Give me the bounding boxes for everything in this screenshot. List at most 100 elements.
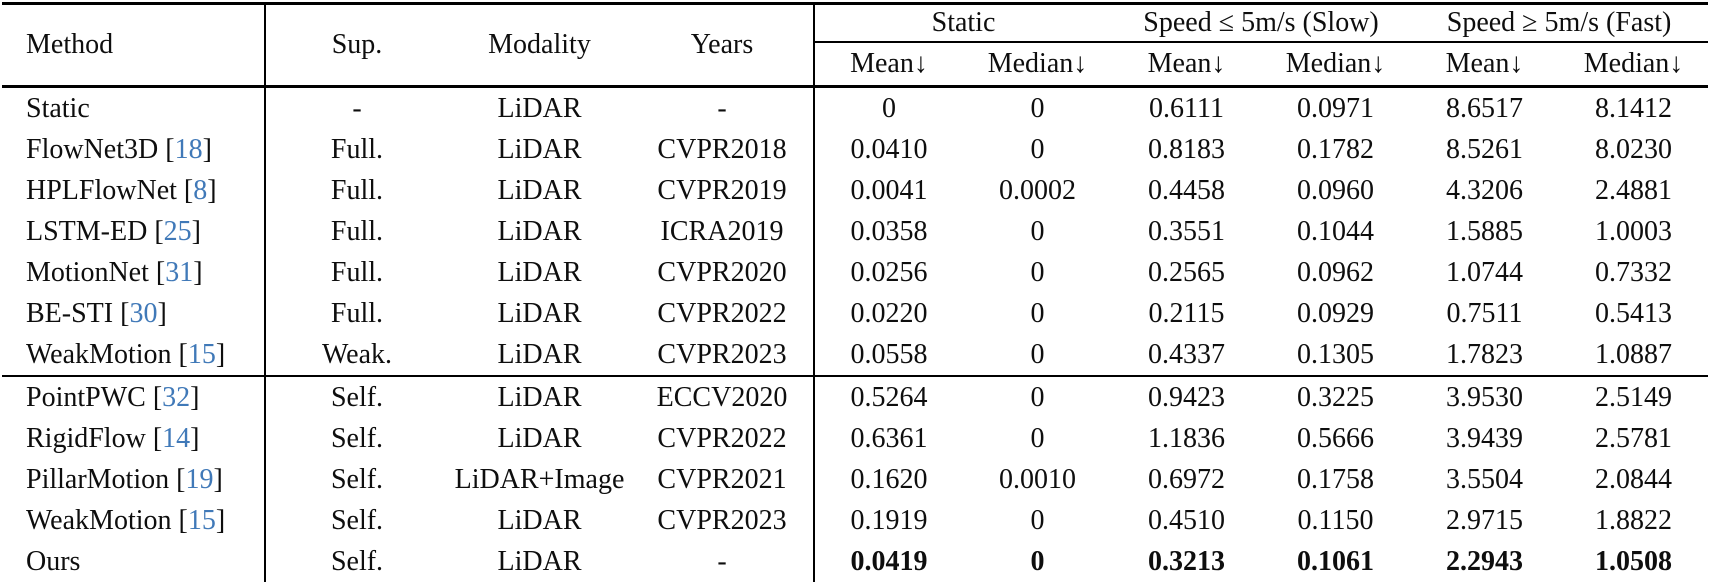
table-header: Method Sup. Modality Years Static Speed … xyxy=(2,3,1709,88)
slow-median-cell: 0.3225 xyxy=(1297,381,1375,413)
citation-number[interactable]: 32 xyxy=(162,381,191,413)
modality-cell: LiDAR xyxy=(497,256,582,288)
fast-mean-cell: 1.0744 xyxy=(1446,256,1524,288)
citation-number[interactable]: 15 xyxy=(187,338,216,370)
table-row: LSTM-ED [25] Full. LiDAR ICRA2019 0.0358… xyxy=(2,211,1708,252)
method-cell: WeakMotion [15] xyxy=(2,334,266,377)
citation-number[interactable]: 18 xyxy=(174,133,203,165)
subheader-slow-median: Median↓ xyxy=(1261,42,1411,88)
subheader-slow-mean: Mean↓ xyxy=(1112,42,1262,88)
citation-number[interactable]: 31 xyxy=(165,256,194,288)
static-mean-cell: 0.1919 xyxy=(850,504,928,536)
cite-bracket-close: ] xyxy=(202,133,212,165)
col-header-supervision: Sup. xyxy=(265,3,448,88)
years-cell: CVPR2018 xyxy=(631,129,815,170)
citation-number[interactable]: 8 xyxy=(193,174,208,206)
fast-median-cell: 1.0003 xyxy=(1595,215,1673,247)
fast-median-cell: 8.1412 xyxy=(1595,92,1673,124)
cite-bracket-open: [ xyxy=(169,463,186,495)
method-name: BE-STI xyxy=(26,297,114,329)
modality-cell: LiDAR xyxy=(448,334,631,377)
cite-bracket-open: [ xyxy=(158,133,175,165)
citation-number[interactable]: 19 xyxy=(185,463,214,495)
static-median-cell: 0 xyxy=(1030,381,1045,413)
static-median-cell: 0 xyxy=(1030,422,1045,454)
cite-bracket-close: ] xyxy=(157,297,167,329)
cite-bracket-close: ] xyxy=(213,463,223,495)
cite-bracket-close: ] xyxy=(193,256,203,288)
method-cell: Ours xyxy=(2,541,266,582)
method-name: PointPWC xyxy=(26,381,146,413)
method-cell: MotionNet [31] xyxy=(2,252,266,293)
modality-cell: LiDAR xyxy=(497,381,582,413)
cite-bracket-close: ] xyxy=(191,215,201,247)
method-name: RigidFlow xyxy=(26,422,146,454)
fast-mean-cell: 2.2943 xyxy=(1446,545,1524,577)
static-median-cell: 0 xyxy=(1030,133,1045,165)
cite-bracket-close: ] xyxy=(190,381,200,413)
cite-bracket-open: [ xyxy=(145,422,163,454)
method-name: HPLFlowNet xyxy=(26,174,177,206)
section-supervised: Static - LiDAR - 0 0 0.6111 0.0971 8.651… xyxy=(2,86,1709,377)
supervision-cell: Full. xyxy=(330,215,384,247)
method-name: Ours xyxy=(26,545,81,577)
citation-number[interactable]: 14 xyxy=(162,422,191,454)
slow-median-cell: 0.0960 xyxy=(1297,174,1375,206)
fast-mean-cell: 3.5504 xyxy=(1446,463,1524,495)
subheader-row: Mean↓ Median↓ Mean↓ Median↓ Mean↓ Median… xyxy=(2,42,1709,88)
group-header-fast: Speed ≥ 5m/s (Fast) xyxy=(1410,3,1709,43)
citation-number[interactable]: 25 xyxy=(163,215,192,247)
cite-bracket-close: ] xyxy=(190,422,200,454)
modality-cell: LiDAR xyxy=(497,422,582,454)
static-mean-cell: 0.5264 xyxy=(850,381,928,413)
fast-median-cell: 1.8822 xyxy=(1595,504,1673,536)
supervision-cell: Weak. xyxy=(265,334,448,377)
method-name: LSTM-ED xyxy=(26,215,148,247)
years-cell: CVPR2023 xyxy=(631,500,815,541)
supervision-cell: Self. xyxy=(330,381,384,413)
modality-cell: LiDAR xyxy=(497,133,582,165)
slow-mean-cell: 1.1836 xyxy=(1148,422,1226,454)
slow-median-cell: 0.0971 xyxy=(1297,92,1375,124)
static-mean-cell: 0.0410 xyxy=(850,133,928,165)
citation-number[interactable]: 30 xyxy=(129,297,158,329)
fast-mean-cell: 8.6517 xyxy=(1446,92,1524,124)
static-mean-cell: 0.0558 xyxy=(814,334,963,377)
slow-median-cell: 0.5666 xyxy=(1297,422,1375,454)
table-row: MotionNet [31] Full. LiDAR CVPR2020 0.02… xyxy=(2,252,1708,293)
method-cell: Static xyxy=(2,86,266,129)
table-row: HPLFlowNet [8] Full. LiDAR CVPR2019 0.00… xyxy=(2,170,1708,211)
fast-median-cell: 2.0844 xyxy=(1595,463,1673,495)
modality-cell: LiDAR xyxy=(497,215,582,247)
years-cell: - xyxy=(631,86,815,129)
modality-cell: LiDAR+Image xyxy=(454,463,625,495)
static-mean-cell: 0.0220 xyxy=(850,297,928,329)
citation-number[interactable]: 15 xyxy=(187,504,216,536)
static-mean-cell: 0.1620 xyxy=(850,463,928,495)
fast-mean-cell: 1.5885 xyxy=(1446,215,1524,247)
static-mean-cell: 0.0419 xyxy=(850,545,928,577)
cite-bracket-close: ] xyxy=(215,338,226,370)
method-name: PillarMotion xyxy=(26,463,170,495)
table-row: WeakMotion [15] Weak. LiDAR CVPR2023 0.0… xyxy=(2,334,1709,377)
slow-mean-cell: 0.2115 xyxy=(1148,297,1225,329)
fast-median-cell: 0.5413 xyxy=(1595,297,1673,329)
fast-mean-cell: 3.9530 xyxy=(1446,381,1524,413)
modality-cell: LiDAR xyxy=(497,545,582,577)
method-name: MotionNet xyxy=(26,256,149,288)
table-row: Ours Self. LiDAR - 0.0419 0 0.3213 0.106… xyxy=(2,541,1708,582)
table-row: WeakMotion [15] Self. LiDAR CVPR2023 0.1… xyxy=(2,500,1708,541)
slow-mean-cell: 0.3213 xyxy=(1148,545,1226,577)
table-row: FlowNet3D [18] Full. LiDAR CVPR2018 0.04… xyxy=(2,129,1708,170)
method-cell: FlowNet3D [18] xyxy=(2,129,266,170)
slow-median-cell: 0.1044 xyxy=(1297,215,1375,247)
method-cell: LSTM-ED [25] xyxy=(2,211,266,252)
static-median-cell: 0 xyxy=(1030,92,1045,124)
static-mean-cell: 0.0041 xyxy=(850,174,928,206)
method-name: Static xyxy=(26,92,90,124)
table-row: RigidFlow [14] Self. LiDAR CVPR2022 0.63… xyxy=(2,418,1708,459)
fast-mean-cell: 3.9439 xyxy=(1446,422,1524,454)
col-header-years: Years xyxy=(631,3,815,88)
method-cell: WeakMotion [15] xyxy=(2,500,266,541)
